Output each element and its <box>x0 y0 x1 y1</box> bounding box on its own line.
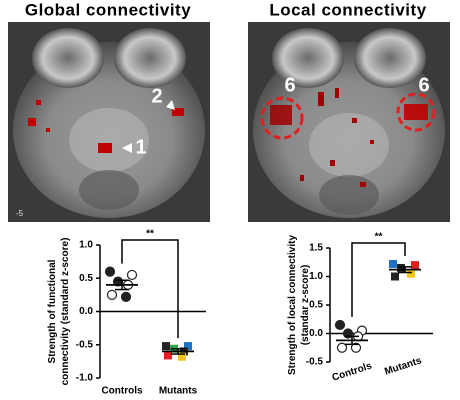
panel-title: Global connectivity <box>25 0 191 19</box>
y-tick-label: 1.5 <box>309 243 323 254</box>
data-point <box>162 342 170 351</box>
region-label: 1 <box>135 136 146 158</box>
data-point <box>164 351 172 360</box>
data-point <box>126 269 138 281</box>
significance-label: ** <box>146 229 154 240</box>
data-point <box>411 261 419 270</box>
data-point <box>336 342 348 353</box>
region-label: 6 <box>418 74 429 96</box>
data-point <box>350 342 362 353</box>
region-label: 6 <box>284 74 295 96</box>
significance-label: ** <box>375 232 383 243</box>
x-tick-label: Mutants <box>383 355 423 377</box>
data-point <box>104 266 116 277</box>
brain-image: 1 2 -5 <box>8 22 210 222</box>
y-axis-label-line: (standar z-score) <box>300 265 311 346</box>
x-tick-label: Controls <box>331 360 374 383</box>
data-point <box>120 291 132 302</box>
data-point <box>407 269 415 278</box>
brain-image: 6 6 <box>248 22 450 222</box>
y-axis-label-line: Strength of functional <box>47 259 58 363</box>
data-point <box>391 272 399 281</box>
y-tick-label: 1.0 <box>309 271 323 282</box>
data-point <box>178 352 186 361</box>
slice-label: -5 <box>16 209 24 218</box>
x-tick-label: Controls <box>101 386 143 397</box>
y-axis-label-line: connectivity (standard z-score) <box>60 238 71 386</box>
y-tick-label: -0.5 <box>306 357 324 368</box>
y-tick-label: 0.5 <box>79 273 93 284</box>
data-point <box>334 319 346 331</box>
region-label: 2 <box>151 85 162 107</box>
significance-bracket <box>121 239 179 339</box>
panel-title: Local connectivity <box>269 0 426 19</box>
y-tick-label: 0.0 <box>79 306 93 317</box>
y-tick-label: 1.0 <box>79 240 93 251</box>
data-point <box>397 263 405 272</box>
data-point <box>106 289 118 300</box>
y-tick-label: -1.0 <box>76 373 94 384</box>
y-tick-label: -0.5 <box>76 339 94 350</box>
y-tick-label: 0.0 <box>309 328 323 339</box>
data-point <box>389 259 397 268</box>
data-point <box>184 342 192 351</box>
y-tick-label: 0.5 <box>309 300 323 311</box>
y-axis-label-line: Strength of local connectivity <box>287 235 298 375</box>
y-axis-label: Strength of functional connectivity (stan… <box>47 238 71 386</box>
x-tick-label: Mutants <box>159 386 198 397</box>
y-axis-label: Strength of local connectivity (standar z… <box>287 235 311 375</box>
significance-bracket <box>351 242 406 317</box>
